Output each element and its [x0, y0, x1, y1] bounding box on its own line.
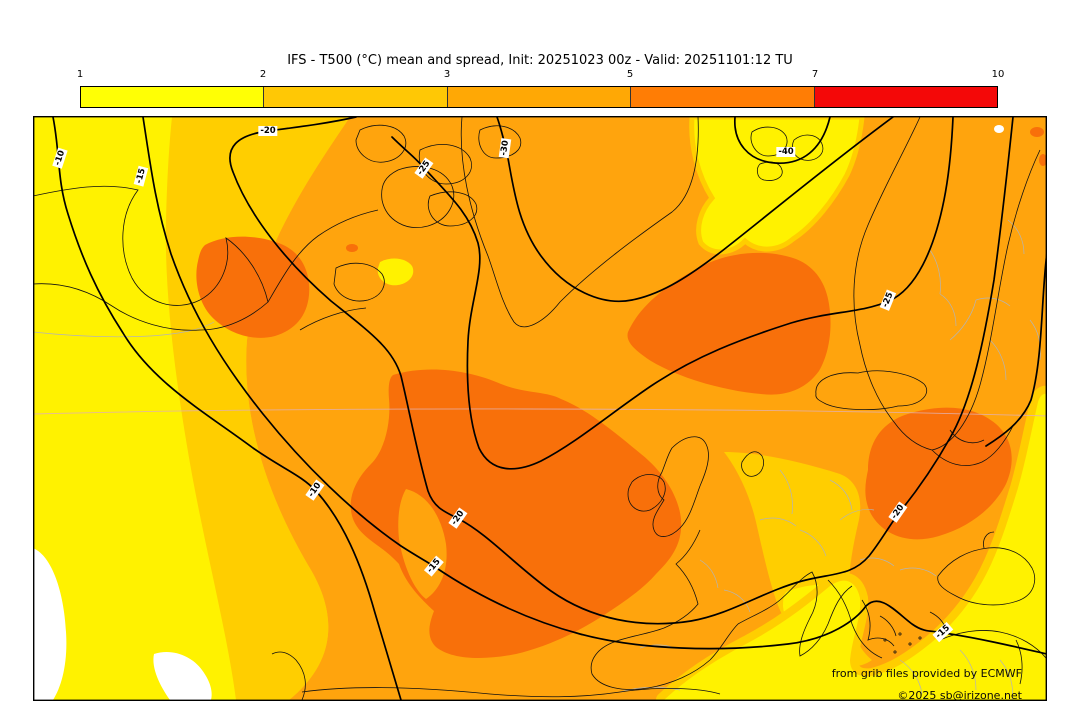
colorbar-tick-label: 5	[626, 69, 634, 80]
aegean-island	[893, 650, 897, 654]
coastline-black-sea	[937, 531, 1036, 606]
coastline-greenland	[460, 116, 699, 328]
aegean-island	[898, 632, 902, 636]
aegean-island	[918, 636, 922, 640]
coastline-arctic-islands	[355, 124, 522, 228]
spread-1-2-arctic-patch	[689, 116, 865, 255]
coastline-newfoundland	[333, 262, 385, 302]
latitude-line	[33, 408, 1047, 417]
coastline-balkans	[827, 579, 897, 659]
country-borders-europe	[639, 469, 937, 649]
colorbar-segment	[81, 87, 265, 107]
coastline-denmark	[741, 451, 764, 477]
spread-5-7-blob-quebec	[196, 236, 310, 338]
colorbar-tick-label: 2	[259, 69, 267, 80]
coastline-britain	[652, 436, 709, 537]
map-border	[33, 116, 1047, 701]
colorbar-segment	[814, 87, 998, 107]
credit-source: from grib files provided by ECMWF	[831, 667, 1022, 680]
spread-1-2-region-southeast	[656, 385, 1047, 701]
contour-minus40-closed	[734, 116, 831, 164]
spread-5-7-blob-norwegian-sea	[627, 252, 831, 395]
coastline-ireland	[627, 474, 666, 512]
spread-5-7-speck	[1039, 154, 1047, 166]
coastline-scandinavia	[853, 116, 1041, 451]
colorbar-segment	[631, 87, 815, 107]
coastline-iceland	[815, 370, 928, 411]
colorbar-segment	[447, 87, 632, 107]
page-title: IFS - T500 (°C) mean and spread, Init: 2…	[287, 53, 793, 68]
colorbar-tick-label: 10	[991, 69, 1005, 80]
spread-lt1-speck	[994, 125, 1004, 133]
colorbar-tick-label: 7	[811, 69, 819, 80]
weather-map: -10 -15 -20 -25 -30 -40 -25 -20 -15 -10 -15 -20	[33, 116, 1047, 701]
colorbar-tick-label: 1	[76, 69, 84, 80]
credit-copyright: ©2025 sb@irizone.net	[897, 689, 1022, 702]
contour-east-edge	[985, 251, 1047, 447]
coastline-north-africa	[271, 651, 721, 701]
colorbar-segment	[264, 87, 448, 107]
contour-minus15	[142, 116, 1047, 655]
country-borders-na	[33, 321, 215, 338]
aegean-island	[908, 642, 912, 646]
contour-minus10-west	[52, 116, 402, 701]
spread-3-5-region	[246, 117, 1047, 700]
spread-1-2-speck-newfoundland	[377, 258, 414, 286]
spread-lt1-patch-sw	[33, 548, 67, 700]
spread-5-7-speck	[346, 244, 358, 252]
spread-colorbar	[80, 86, 998, 108]
contour-minus20	[229, 116, 1014, 625]
contour-minus25	[391, 116, 954, 470]
coastline-italy	[737, 571, 853, 657]
aegean-island	[883, 638, 887, 642]
map-canvas	[33, 116, 1047, 701]
spread-5-7-speck	[1030, 127, 1044, 137]
country-borders-east	[929, 219, 1041, 381]
coastline-labrador	[267, 209, 379, 331]
coastline-hudson-bay	[33, 185, 269, 331]
spread-lt1-patch-s	[153, 651, 212, 700]
colorbar-tick-label: 3	[443, 69, 451, 80]
